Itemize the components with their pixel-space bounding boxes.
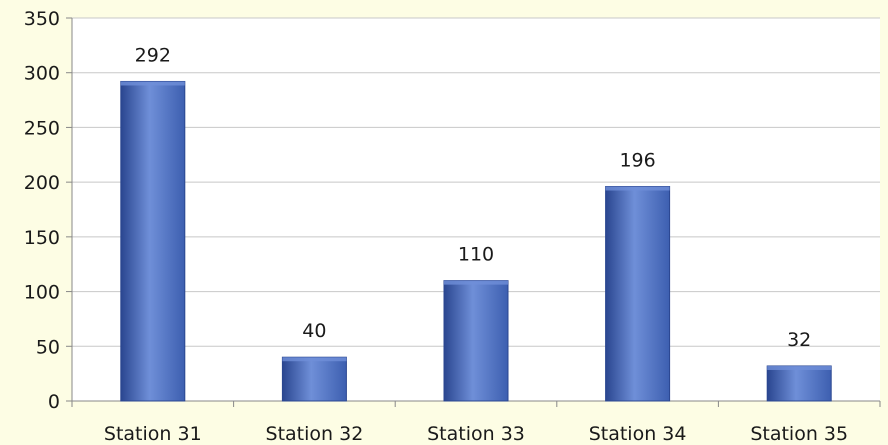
bar — [443, 280, 509, 402]
bar — [605, 186, 671, 402]
data-label: 292 — [135, 44, 171, 66]
bar-top-highlight — [120, 81, 185, 86]
y-tick-label: 200 — [24, 172, 60, 194]
bar — [281, 356, 347, 402]
data-label: 40 — [302, 320, 326, 342]
bar — [120, 80, 186, 402]
x-category-label: Station 35 — [750, 423, 848, 445]
y-tick-label: 150 — [24, 227, 60, 249]
data-label: 110 — [458, 244, 494, 266]
x-category-label: Station 34 — [589, 423, 687, 445]
x-category-label: Station 31 — [104, 423, 202, 445]
y-axis-ticks: 0 50 100 150 200 250 300 350 — [24, 8, 72, 413]
bar-top-highlight — [444, 280, 508, 285]
y-tick-label: 50 — [36, 336, 60, 358]
y-tick-label: 300 — [24, 63, 60, 85]
x-category-label: Station 33 — [427, 423, 525, 445]
y-tick-label: 250 — [24, 117, 60, 139]
y-tick-label: 0 — [48, 391, 60, 413]
bar-top-highlight — [282, 357, 347, 362]
x-category-label: Station 32 — [266, 423, 364, 445]
data-label: 196 — [619, 150, 655, 172]
bar-top-highlight — [605, 186, 670, 191]
data-label: 32 — [787, 329, 811, 351]
y-tick-label: 100 — [24, 282, 60, 304]
bar-top-highlight — [767, 365, 832, 370]
bar — [766, 365, 832, 402]
y-tick-label: 350 — [24, 8, 60, 30]
